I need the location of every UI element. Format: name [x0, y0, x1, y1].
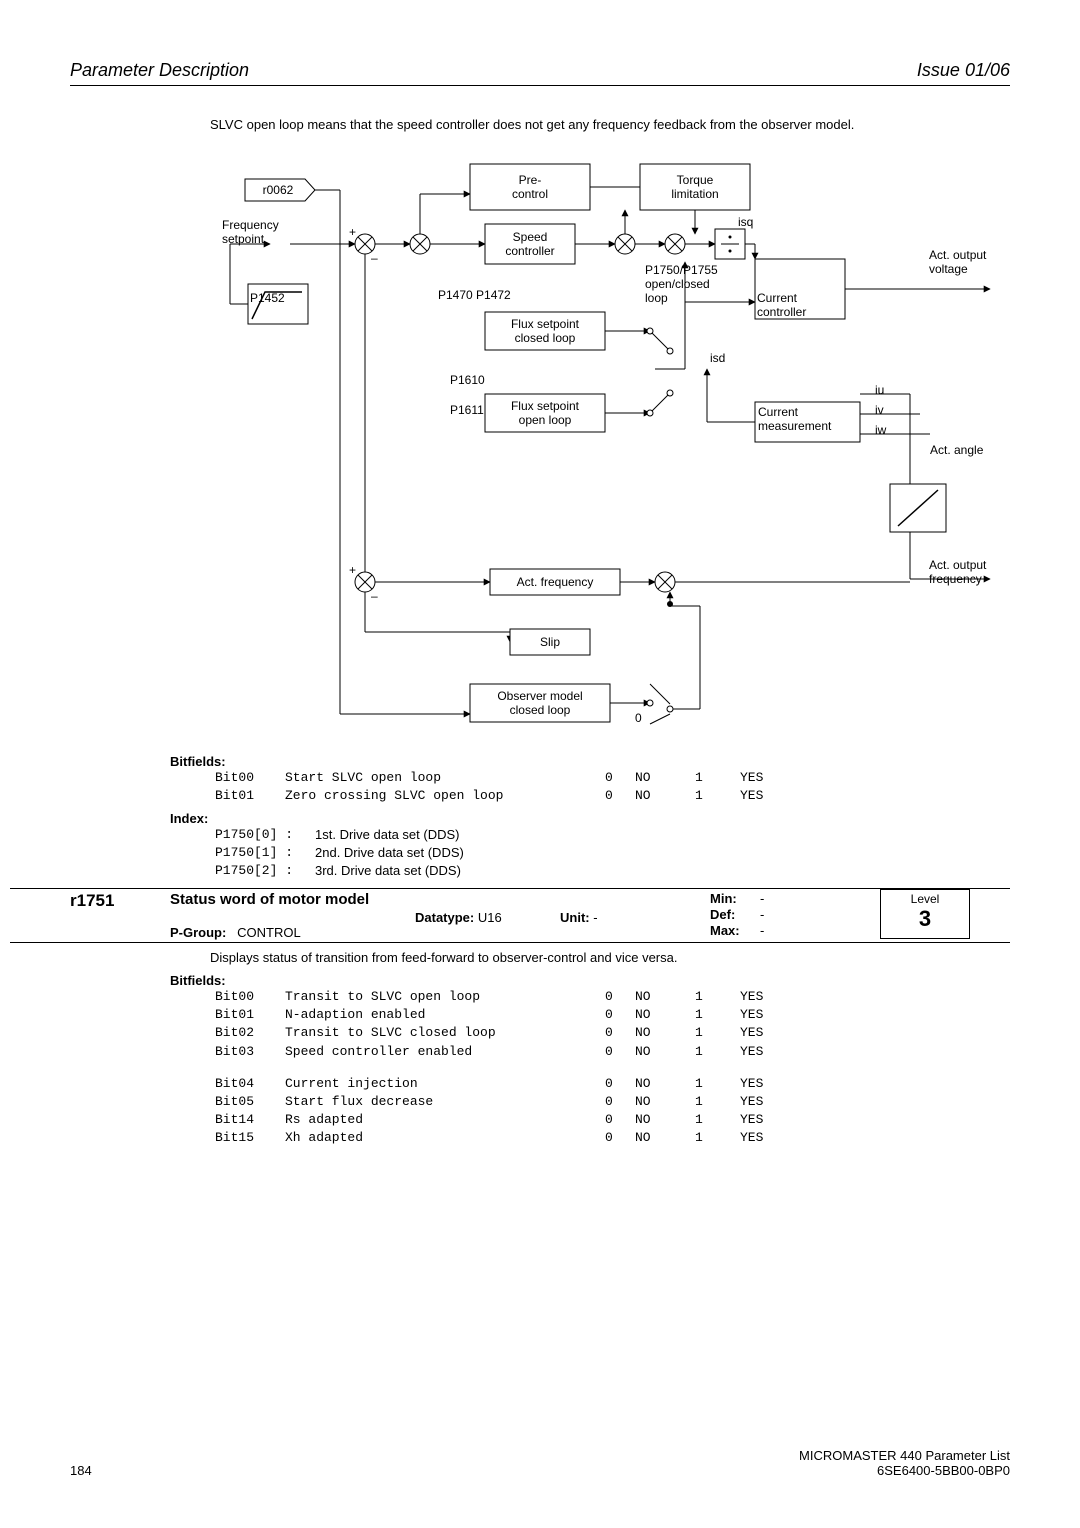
footer-right-1: MICROMASTER 440 Parameter List	[799, 1448, 1010, 1463]
page-header: Parameter Description Issue 01/06	[70, 60, 1010, 85]
unit-label: Unit:	[560, 910, 590, 925]
intro-text: SLVC open loop means that the speed cont…	[210, 116, 1010, 134]
svg-text:Current: Current	[757, 291, 798, 305]
page-footer: 184 MICROMASTER 440 Parameter List 6SE64…	[70, 1448, 1010, 1478]
pgroup-value: CONTROL	[237, 925, 301, 940]
svg-text:closed loop: closed loop	[510, 703, 571, 717]
bitfields2-table: Bit00Transit to SLVC open loop0NO1YESBit…	[215, 988, 1010, 1148]
svg-text:P1750/P1755: P1750/P1755	[645, 263, 718, 277]
svg-text:Flux setpoint: Flux setpoint	[511, 317, 580, 331]
svg-text:Act. output: Act. output	[929, 558, 987, 572]
svg-text:frequency: frequency	[929, 572, 982, 586]
separator-rule	[10, 888, 1010, 889]
index-table: P1750[0] :1st. Drive data set (DDS)P1750…	[215, 826, 1010, 881]
svg-text:limitation: limitation	[671, 187, 718, 201]
svg-text:Observer model: Observer model	[497, 689, 582, 703]
bit-row: Bit14Rs adapted0NO1YES	[215, 1111, 1010, 1129]
bitfields1-label: Bitfields:	[170, 754, 1010, 769]
param-title: Status word of motor model	[170, 891, 710, 908]
svg-text:controller: controller	[757, 305, 806, 319]
header-rule	[70, 85, 1010, 86]
param-description: Displays status of transition from feed-…	[210, 949, 1010, 967]
svg-text:open loop: open loop	[519, 413, 572, 427]
svg-text:measurement: measurement	[758, 419, 832, 433]
svg-text:iu: iu	[875, 383, 884, 397]
footer-right-2: 6SE6400-5BB00-0BP0	[877, 1463, 1010, 1478]
svg-text:+: +	[349, 225, 356, 239]
svg-text:setpoint: setpoint	[222, 232, 265, 246]
svg-text:0: 0	[635, 711, 642, 725]
parameter-header: r1751 Status word of motor model Datatyp…	[45, 891, 1010, 940]
svg-text:Act. angle: Act. angle	[930, 443, 984, 457]
svg-text:Act. output: Act. output	[929, 248, 987, 262]
svg-text:+: +	[349, 563, 356, 577]
svg-text:Pre-: Pre-	[519, 173, 542, 187]
datatype-value: U16	[478, 910, 502, 925]
svg-text:Speed: Speed	[513, 230, 548, 244]
svg-text:isd: isd	[710, 351, 725, 365]
bit-row: Bit00Start SLVC open loop0NO1YES	[215, 769, 1010, 787]
svg-text:–: –	[371, 589, 378, 603]
svg-text:control: control	[512, 187, 548, 201]
index-row: P1750[1] :2nd. Drive data set (DDS)	[215, 844, 1010, 862]
svg-text:Current: Current	[758, 405, 799, 419]
bit-row: Bit01Zero crossing SLVC open loop0NO1YES	[215, 787, 1010, 805]
svg-text:P1452: P1452	[250, 291, 285, 305]
svg-text:Torque: Torque	[677, 173, 714, 187]
bit-row: Bit03Speed controller enabled0NO1YES	[215, 1043, 1010, 1061]
svg-text:iw: iw	[875, 423, 887, 437]
svg-text:P1611: P1611	[450, 403, 484, 417]
svg-text:–: –	[371, 251, 378, 265]
pgroup-label: P-Group:	[170, 925, 226, 940]
svg-text:P1470 P1472: P1470 P1472	[438, 288, 511, 302]
svg-text:Slip: Slip	[540, 635, 560, 649]
bit-row: Bit00Transit to SLVC open loop0NO1YES	[215, 988, 1010, 1006]
separator-rule-2	[10, 942, 1010, 943]
bitfields2-label: Bitfields:	[170, 973, 1010, 988]
bitfields1-table: Bit00Start SLVC open loop0NO1YESBit01Zer…	[215, 769, 1010, 805]
svg-text:Frequency: Frequency	[222, 218, 279, 232]
svg-text:loop: loop	[645, 291, 668, 305]
svg-text:open/closed: open/closed	[645, 277, 710, 291]
index-label: Index:	[170, 811, 1010, 826]
bit-row: Bit05Start flux decrease0NO1YES	[215, 1093, 1010, 1111]
svg-text:r0062: r0062	[263, 183, 294, 197]
page-number: 184	[70, 1463, 92, 1478]
bit-row: Bit02Transit to SLVC closed loop0NO1YES	[215, 1024, 1010, 1042]
level-num: 3	[885, 906, 965, 932]
index-row: P1750[0] :1st. Drive data set (DDS)	[215, 826, 1010, 844]
svg-text:isq: isq	[738, 215, 753, 229]
bit-row: Bit01N-adaption enabled0NO1YES	[215, 1006, 1010, 1024]
block-diagram: Pre-controlTorquelimitationSpeedcontroll…	[210, 154, 1010, 734]
datatype-label: Datatype:	[415, 910, 474, 925]
svg-text:P1610: P1610	[450, 373, 485, 387]
svg-text:Flux setpoint: Flux setpoint	[511, 399, 580, 413]
svg-text:closed loop: closed loop	[515, 331, 576, 345]
svg-text:iv: iv	[875, 403, 884, 417]
bit-row: Bit15Xh adapted0NO1YES	[215, 1129, 1010, 1147]
header-left: Parameter Description	[70, 60, 249, 81]
bit-row: Bit04Current injection0NO1YES	[215, 1075, 1010, 1093]
svg-text:voltage: voltage	[929, 262, 968, 276]
svg-text:Act. frequency: Act. frequency	[517, 575, 594, 589]
level-label: Level	[885, 892, 965, 906]
svg-text:controller: controller	[505, 244, 554, 258]
unit-value: -	[593, 910, 597, 925]
level-box: Level 3	[880, 889, 970, 939]
index-row: P1750[2] :3rd. Drive data set (DDS)	[215, 862, 1010, 880]
header-right: Issue 01/06	[917, 60, 1010, 81]
param-id: r1751	[45, 891, 170, 911]
min-def-max: Min:- Def:- Max:-	[710, 891, 880, 938]
